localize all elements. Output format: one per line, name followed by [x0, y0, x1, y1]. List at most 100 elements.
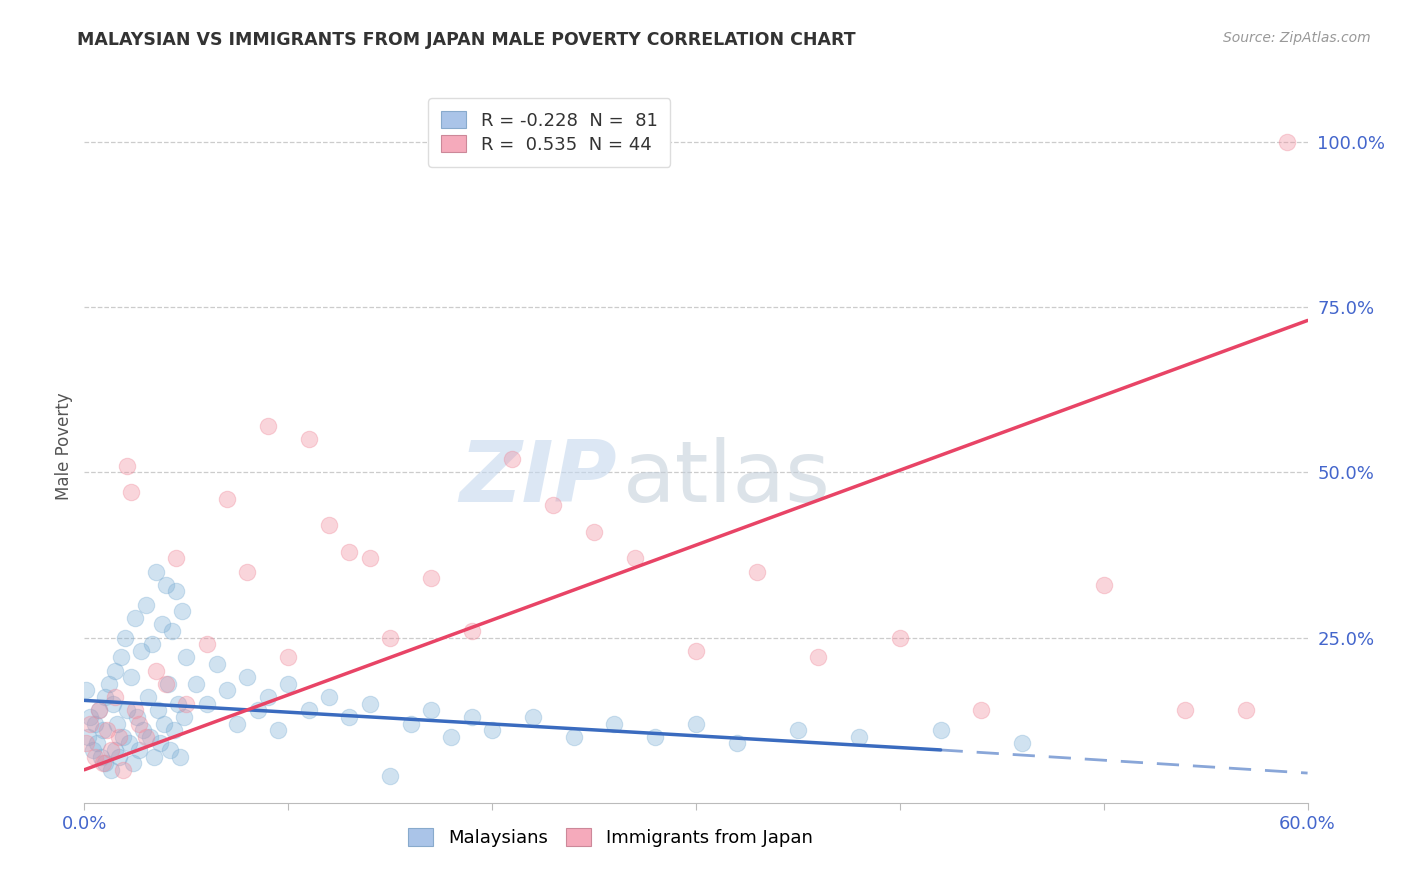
Point — [1011, 736, 1033, 750]
Point — [236, 565, 259, 579]
Point — [96, 723, 118, 738]
Point — [929, 723, 952, 738]
Point — [502, 452, 524, 467]
Point — [217, 491, 239, 506]
Point — [128, 716, 150, 731]
Point — [155, 677, 177, 691]
Point — [1236, 703, 1258, 717]
Point — [267, 723, 290, 738]
Point — [165, 551, 187, 566]
Legend: Malaysians, Immigrants from Japan: Malaysians, Immigrants from Japan — [398, 818, 824, 858]
Point — [150, 617, 173, 632]
Text: Source: ZipAtlas.com: Source: ZipAtlas.com — [1223, 31, 1371, 45]
Point — [807, 650, 830, 665]
Point — [725, 736, 748, 750]
Point — [110, 650, 132, 665]
Point — [97, 677, 120, 691]
Point — [298, 703, 321, 717]
Point — [195, 697, 218, 711]
Point — [339, 545, 361, 559]
Point — [79, 710, 101, 724]
Point — [603, 716, 626, 731]
Point — [146, 703, 169, 717]
Point — [226, 716, 249, 731]
Point — [124, 703, 146, 717]
Point — [1277, 135, 1299, 149]
Point — [889, 631, 911, 645]
Point — [149, 736, 172, 750]
Point — [87, 703, 110, 717]
Point — [522, 710, 544, 724]
Point — [132, 723, 155, 738]
Point — [83, 716, 105, 731]
Point — [136, 690, 159, 704]
Point — [420, 703, 443, 717]
Point — [339, 710, 361, 724]
Point — [186, 677, 208, 691]
Point — [257, 690, 280, 704]
Point — [93, 690, 115, 704]
Point — [75, 683, 97, 698]
Point — [153, 716, 176, 731]
Point — [131, 644, 153, 658]
Point — [75, 736, 97, 750]
Point — [173, 710, 195, 724]
Point — [104, 690, 127, 704]
Point — [246, 703, 269, 717]
Point — [145, 664, 167, 678]
Point — [685, 716, 707, 731]
Point — [359, 697, 381, 711]
Text: atlas: atlas — [623, 436, 831, 520]
Point — [135, 730, 157, 744]
Point — [118, 736, 141, 750]
Point — [104, 743, 127, 757]
Point — [112, 763, 135, 777]
Point — [104, 664, 127, 678]
Point — [644, 730, 666, 744]
Text: ZIP: ZIP — [458, 436, 616, 520]
Point — [128, 743, 150, 757]
Point — [120, 670, 142, 684]
Point — [257, 419, 280, 434]
Point — [142, 749, 165, 764]
Point — [159, 743, 181, 757]
Point — [160, 624, 183, 638]
Point — [787, 723, 810, 738]
Point — [970, 703, 993, 717]
Point — [848, 730, 870, 744]
Point — [205, 657, 228, 671]
Point — [155, 578, 177, 592]
Point — [86, 736, 108, 750]
Point — [100, 743, 122, 757]
Point — [101, 697, 124, 711]
Point — [236, 670, 259, 684]
Point — [114, 631, 136, 645]
Point — [461, 624, 484, 638]
Point — [91, 756, 114, 771]
Text: MALAYSIAN VS IMMIGRANTS FROM JAPAN MALE POVERTY CORRELATION CHART: MALAYSIAN VS IMMIGRANTS FROM JAPAN MALE … — [77, 31, 856, 49]
Point — [163, 723, 186, 738]
Point — [122, 756, 145, 771]
Point — [127, 710, 149, 724]
Point — [120, 485, 142, 500]
Point — [562, 730, 585, 744]
Point — [583, 524, 606, 539]
Point — [481, 723, 503, 738]
Point — [461, 710, 484, 724]
Point — [77, 730, 100, 744]
Point — [79, 716, 101, 731]
Point — [543, 499, 565, 513]
Point — [277, 650, 299, 665]
Point — [318, 690, 340, 704]
Point — [90, 749, 112, 764]
Point — [138, 730, 160, 744]
Point — [1174, 703, 1197, 717]
Point — [141, 637, 163, 651]
Point — [124, 611, 146, 625]
Point — [93, 756, 115, 771]
Point — [399, 716, 422, 731]
Point — [165, 584, 187, 599]
Point — [359, 551, 381, 566]
Point — [108, 730, 131, 744]
Point — [105, 716, 128, 731]
